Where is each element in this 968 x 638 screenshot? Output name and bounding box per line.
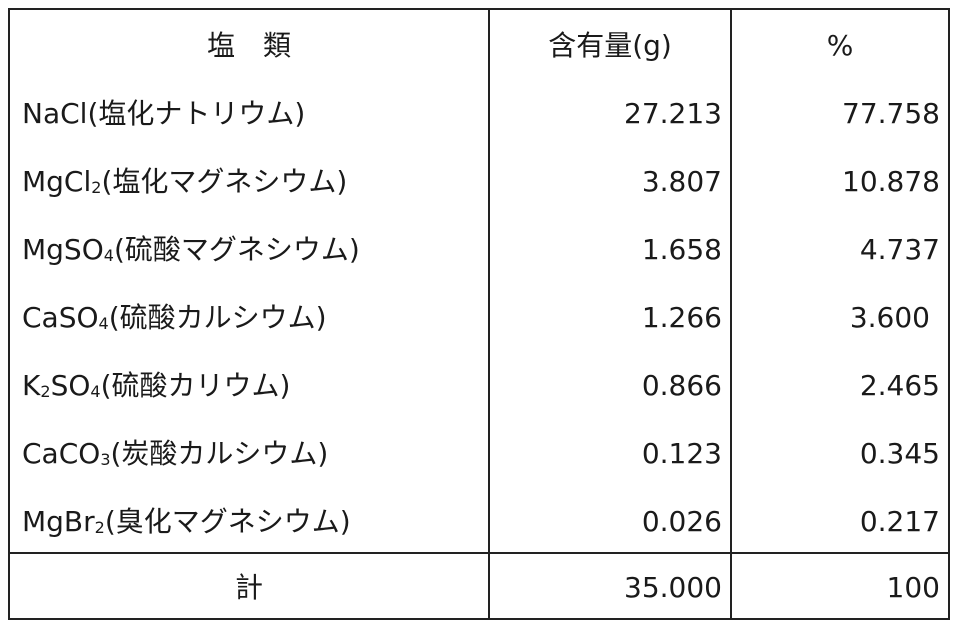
- japanese-name: (塩化ナトリウム): [87, 97, 306, 130]
- column-divider: [488, 10, 490, 618]
- salt-name: MgCl2(塩化マグネシウム): [10, 148, 488, 216]
- salt-name: CaSO4(硫酸カルシウム): [10, 284, 488, 352]
- amount-value: 1.266: [641, 301, 722, 334]
- formula: MgBr: [22, 505, 95, 538]
- column-divider: [730, 10, 732, 618]
- japanese-name: (硫酸カリウム): [100, 369, 291, 402]
- total-amount: 35.000: [624, 571, 722, 604]
- amount-value: 0.866: [641, 369, 722, 402]
- japanese-name: (硫酸カルシウム): [108, 301, 327, 334]
- formula: MgSO: [22, 233, 104, 266]
- formula-subscript: 2: [91, 178, 102, 197]
- formula: NaCl: [22, 97, 88, 130]
- amount-value: 3.807: [641, 165, 722, 198]
- header-percent: %: [826, 29, 854, 62]
- salt-name: MgBr2(臭化マグネシウム): [10, 488, 488, 556]
- table-row: K2SO4(硫酸カリウム) 0.866 2.465: [10, 352, 948, 420]
- table-header-row: 塩 類 含有量(g) %: [10, 12, 948, 80]
- formula-subscript: 3: [100, 450, 111, 469]
- amount-value: 1.658: [641, 233, 722, 266]
- formula-subscript: 4: [98, 314, 109, 333]
- amount-value: 0.123: [641, 437, 722, 470]
- formula: K: [22, 369, 41, 402]
- salt-name: CaCO3(炭酸カルシウム): [10, 420, 488, 488]
- table-row: MgCl2(塩化マグネシウム) 3.807 10.878: [10, 148, 948, 216]
- total-percent: 100: [886, 571, 940, 604]
- header-amount: 含有量(g): [548, 29, 672, 62]
- formula: MgCl: [22, 165, 92, 198]
- table-row: MgSO4(硫酸マグネシウム) 1.658 4.737: [10, 216, 948, 284]
- percent-value: 2.465: [859, 369, 940, 402]
- salt-name: K2SO4(硫酸カリウム): [10, 352, 488, 420]
- header-salt-type: 塩 類: [206, 29, 291, 62]
- salt-composition-table: 塩 類 含有量(g) % NaCl(塩化ナトリウム) 27.213 77.758…: [8, 8, 950, 620]
- formula-middle: SO: [50, 369, 91, 402]
- percent-value: 77.758: [842, 97, 940, 130]
- formula: CaCO: [22, 437, 101, 470]
- percent-value: 0.345: [859, 437, 940, 470]
- table-row: NaCl(塩化ナトリウム) 27.213 77.758: [10, 80, 948, 148]
- amount-value: 27.213: [624, 97, 722, 130]
- japanese-name: (硫酸マグネシウム): [113, 233, 360, 266]
- table-row: CaCO3(炭酸カルシウム) 0.123 0.345: [10, 420, 948, 488]
- amount-value: 0.026: [641, 505, 722, 538]
- table-total-row: 計 35.000 100: [10, 554, 948, 622]
- formula-subscript: 4: [90, 382, 101, 401]
- total-row-divider: [10, 552, 948, 554]
- percent-value: 4.737: [859, 233, 940, 266]
- table-row: CaSO4(硫酸カルシウム) 1.266 3.600: [10, 284, 948, 352]
- formula-subscript: 2: [94, 518, 105, 537]
- salt-name: MgSO4(硫酸マグネシウム): [10, 216, 488, 284]
- percent-value: 10.878: [842, 165, 940, 198]
- table-row: MgBr2(臭化マグネシウム) 0.026 0.217: [10, 488, 948, 556]
- japanese-name: (炭酸カルシウム): [110, 437, 329, 470]
- formula: CaSO: [22, 301, 99, 334]
- formula-subscript: 4: [103, 246, 114, 265]
- total-label: 計: [234, 571, 263, 604]
- salt-name: NaCl(塩化ナトリウム): [10, 80, 488, 148]
- japanese-name: (臭化マグネシウム): [104, 505, 351, 538]
- formula-subscript: 2: [40, 382, 51, 401]
- japanese-name: (塩化マグネシウム): [101, 165, 348, 198]
- percent-value: 3.600: [849, 301, 930, 334]
- percent-value: 0.217: [859, 505, 940, 538]
